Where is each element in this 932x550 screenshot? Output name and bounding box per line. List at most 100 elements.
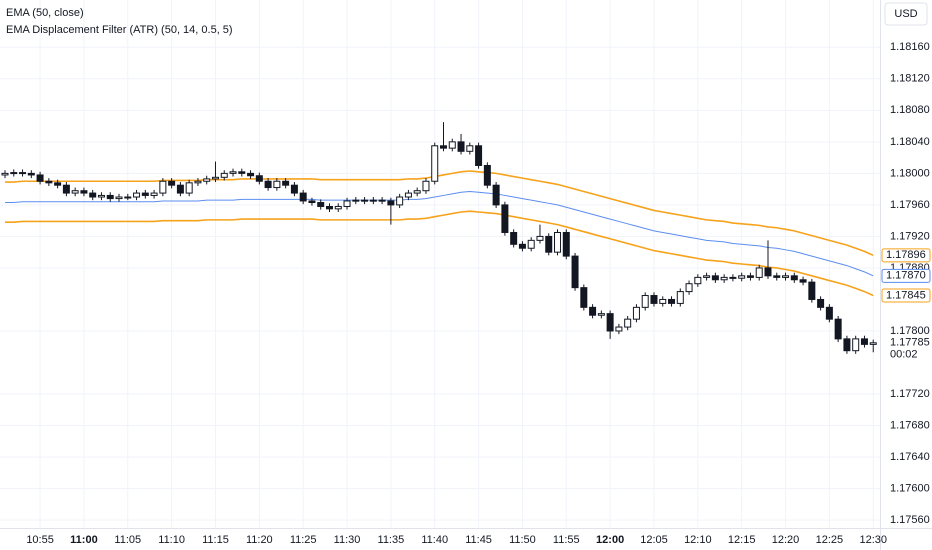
candle — [492, 182, 500, 209]
y-tick-label: 1.18000 — [890, 167, 930, 179]
ema-line — [5, 170, 874, 257]
candle-body — [632, 306, 640, 320]
candle — [62, 182, 70, 197]
candle — [825, 304, 833, 323]
candle-body — [343, 200, 351, 207]
candle — [80, 187, 88, 197]
x-tick-label: 11:10 — [158, 534, 185, 546]
candle — [860, 335, 868, 348]
candle-body — [554, 231, 562, 253]
candle-body — [659, 298, 667, 304]
candle — [431, 142, 439, 185]
candle — [746, 272, 754, 281]
candle — [755, 264, 763, 281]
y-tick-label: 1.17960 — [890, 199, 930, 211]
candle — [194, 178, 202, 186]
candle-body — [325, 205, 333, 210]
candle — [308, 197, 316, 206]
candle-body — [396, 196, 404, 206]
candle — [45, 178, 53, 186]
candle — [632, 304, 640, 323]
candle — [133, 189, 141, 201]
candle-body — [597, 313, 605, 316]
candle — [790, 272, 798, 283]
candle — [562, 229, 570, 260]
currency-box[interactable] — [884, 2, 928, 26]
candle-body — [387, 200, 395, 206]
candle — [317, 199, 325, 210]
candle — [518, 241, 526, 252]
candle-body — [431, 145, 439, 182]
candle-body — [729, 276, 737, 279]
candle-body — [720, 276, 728, 281]
candle-body — [247, 172, 255, 177]
candle — [150, 189, 158, 199]
candle-body — [825, 306, 833, 320]
x-tick-label: 12:10 — [684, 534, 712, 546]
candle-body — [150, 192, 158, 196]
candle-body — [501, 204, 509, 233]
candle-body — [106, 194, 114, 200]
y-tick-label: 1.17920 — [890, 230, 930, 242]
x-tick-label: 11:00 — [70, 534, 98, 546]
ema-line — [5, 190, 874, 277]
candle — [571, 252, 579, 291]
candle-body — [483, 164, 491, 186]
candle — [159, 178, 167, 197]
candle — [817, 296, 825, 311]
candle — [211, 161, 219, 183]
candle-body — [168, 180, 176, 186]
candle-body — [869, 342, 877, 345]
candle-body — [36, 174, 44, 182]
candle — [247, 170, 255, 179]
candle — [457, 133, 465, 155]
candle — [352, 197, 360, 205]
candle — [510, 229, 518, 248]
candle — [124, 193, 132, 201]
candle-body — [518, 243, 526, 249]
grid — [0, 0, 880, 528]
candle — [659, 296, 667, 307]
candle — [720, 274, 728, 283]
candle-body — [808, 281, 816, 300]
candle — [483, 162, 491, 189]
candle — [115, 193, 123, 202]
candle — [834, 316, 842, 343]
candle — [264, 178, 272, 191]
candle-body — [211, 176, 219, 180]
candle-body — [1, 172, 9, 176]
candle-body — [334, 205, 342, 210]
x-tick-label: 12:05 — [640, 534, 668, 546]
candle — [10, 169, 18, 177]
candle — [554, 229, 562, 256]
candle — [694, 274, 702, 287]
candle-body — [703, 275, 711, 278]
candle-body — [369, 199, 377, 202]
candle — [54, 179, 62, 189]
candle — [852, 335, 860, 354]
candle — [448, 138, 456, 152]
candle — [764, 240, 772, 279]
candle-body — [589, 306, 597, 316]
last-value-box — [881, 248, 931, 263]
candle-body — [45, 180, 53, 184]
candle-body — [440, 145, 447, 149]
candle — [255, 172, 263, 185]
candle — [422, 178, 430, 194]
candle — [369, 197, 377, 205]
candle-body — [89, 192, 97, 198]
candle-body — [448, 141, 456, 149]
legend-line: EMA (50, close) — [6, 7, 84, 19]
last-value-box — [881, 268, 931, 283]
candle-body — [615, 326, 623, 332]
candle-body — [755, 267, 763, 278]
candle — [404, 189, 412, 201]
currency[interactable]: USD — [894, 8, 917, 20]
y-tick-label: 1.17640 — [890, 451, 930, 463]
x-tick-label: 11:30 — [334, 534, 361, 546]
candle-body — [62, 184, 70, 194]
candle — [676, 288, 684, 307]
candle-body — [782, 275, 790, 278]
candle — [799, 276, 807, 286]
